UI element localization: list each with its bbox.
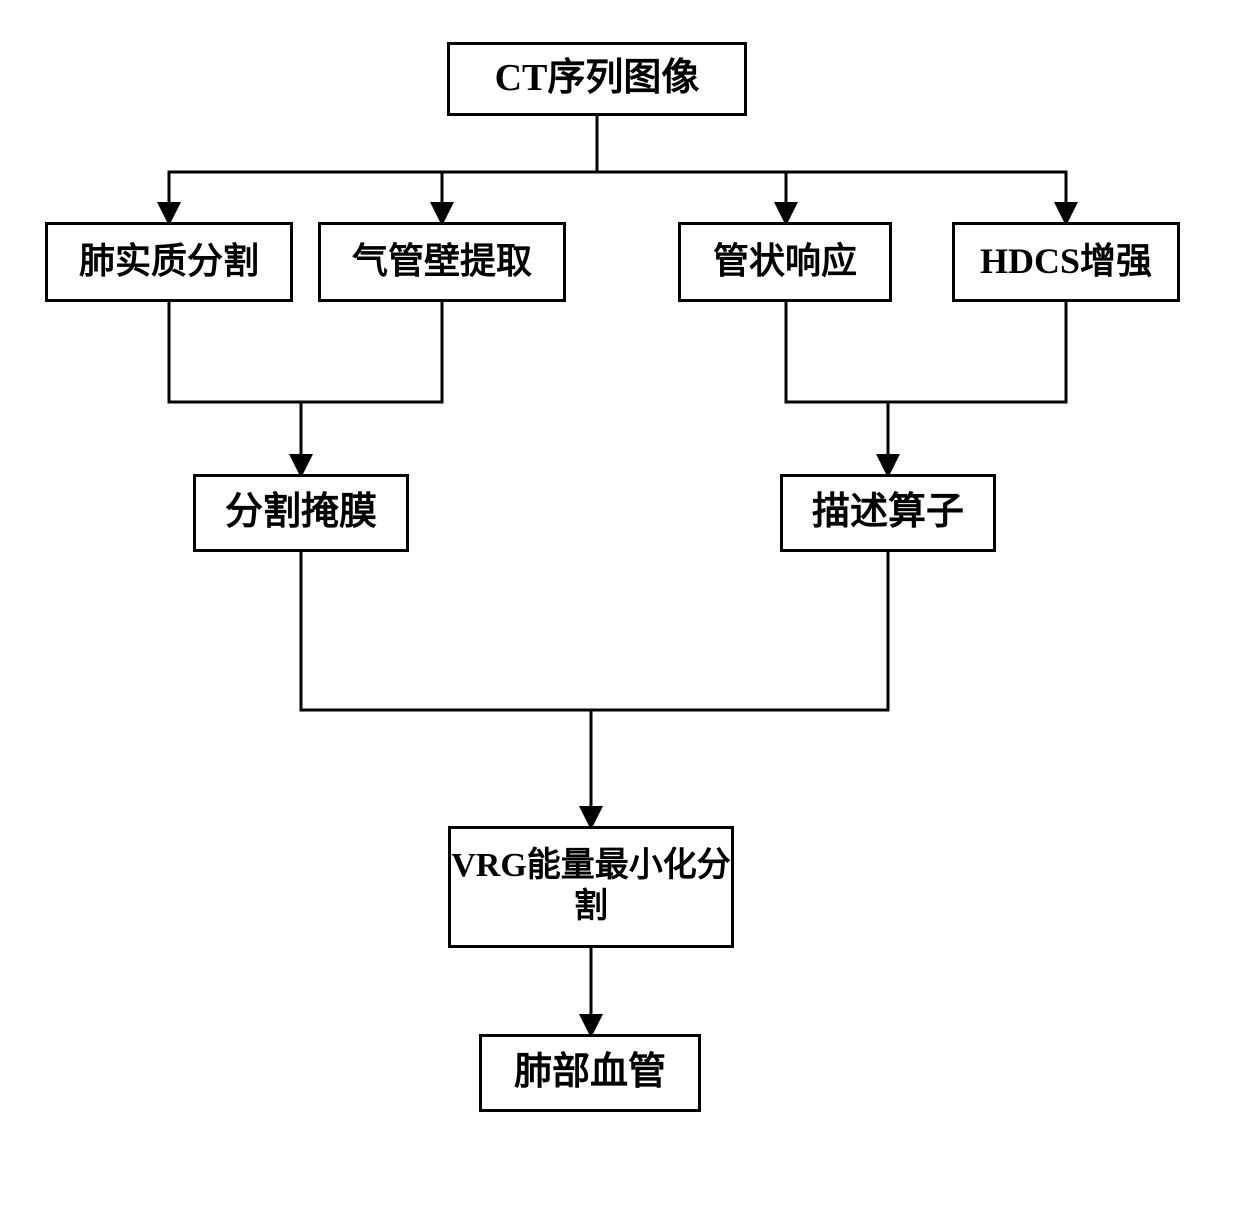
node-label: CT序列图像	[495, 56, 700, 102]
node-label: 分割掩膜	[225, 490, 377, 536]
node-label: 管状响应	[713, 240, 857, 283]
flowchart-node-n0: CT序列图像	[447, 42, 747, 116]
flowchart-node-n1: 肺实质分割	[45, 222, 293, 302]
flowchart-node-n7: VRG能量最小化分割	[448, 826, 734, 948]
flowchart-node-n4: HDCS增强	[952, 222, 1180, 302]
flowchart-node-n8: 肺部血管	[479, 1034, 701, 1112]
node-label: 气管壁提取	[352, 240, 532, 283]
node-label: 肺实质分割	[79, 240, 259, 283]
flowchart-node-n5: 分割掩膜	[193, 474, 409, 552]
flowchart-node-n6: 描述算子	[780, 474, 996, 552]
node-label: HDCS增强	[980, 240, 1152, 283]
node-label: VRG能量最小化分割	[451, 846, 731, 928]
node-label: 描述算子	[812, 490, 964, 536]
flowchart-node-n3: 管状响应	[678, 222, 892, 302]
node-label: 肺部血管	[514, 1050, 666, 1096]
flowchart-node-n2: 气管壁提取	[318, 222, 566, 302]
